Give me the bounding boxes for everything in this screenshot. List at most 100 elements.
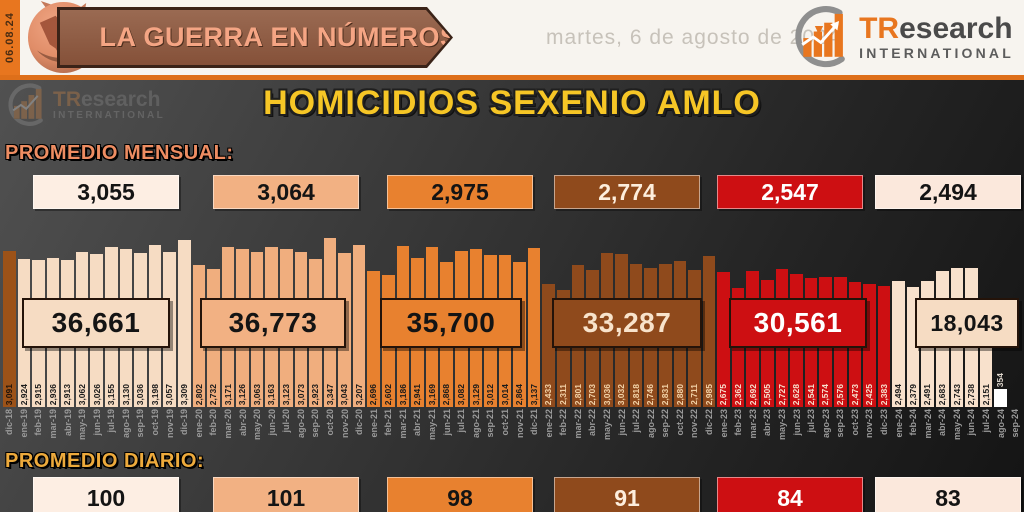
bar-value-feb-22: 2,311 — [558, 384, 568, 405]
month-tick-may-19: may-19 — [77, 409, 88, 441]
bar-dic-21: 3,137 — [527, 248, 541, 407]
bar-value-mar-20: 3,171 — [222, 383, 233, 405]
month-tick-ago-24: ago-24 — [995, 409, 1006, 439]
bar-value-nov-20: 3,043 — [339, 383, 350, 405]
month-tick-abr-20: abr-20 — [237, 409, 248, 437]
monthly-average-value-3: 2,975 — [387, 175, 533, 209]
monthly-average-value-6: 2,494 — [875, 175, 1021, 209]
bar-value-ene-24: 2,494 — [893, 383, 904, 405]
bar-value-oct-23: 2,473 — [849, 383, 860, 405]
bar-value-ene-20: 2,802 — [193, 383, 204, 405]
bar-value-ago-22: 2,746 — [645, 383, 656, 405]
bar-value-dic-22: 2,985 — [703, 383, 714, 405]
month-tick-oct-21: oct-21 — [499, 409, 510, 436]
daily-average-label: PROMEDIO DIARIO: — [5, 450, 205, 472]
bar-value-ago-20: 3,073 — [295, 383, 306, 405]
bar-ene-24: 2,494 — [892, 281, 905, 407]
month-tick-nov-21: nov-21 — [514, 409, 525, 439]
month-tick-dic-23: dic-23 — [878, 409, 889, 436]
daily-average-value-6: 83 — [875, 477, 1021, 512]
month-tick-ago-22: ago-22 — [645, 409, 656, 439]
month-tick-jun-19: jun-19 — [91, 409, 102, 436]
month-tick-jun-24: jun-24 — [966, 409, 977, 436]
month-tick-ene-23: ene-23 — [718, 409, 729, 438]
month-tick-jun-23: jun-23 — [791, 409, 802, 436]
month-tick-dic-18: dic-18 — [4, 409, 15, 436]
bar-value-nov-23: 2,425 — [864, 383, 875, 405]
bar-value-sep-23: 2,576 — [834, 383, 845, 405]
daily-average-value-4: 91 — [554, 477, 700, 512]
month-tick-dic-21: dic-21 — [529, 409, 540, 436]
month-tick-feb-22: feb-22 — [558, 409, 569, 436]
date-badge: 06.08.24 — [0, 0, 20, 75]
month-tick-abr-23: abr-23 — [762, 409, 773, 437]
period-total-2: 36,773 — [200, 298, 346, 348]
month-tick-ene-22: ene-22 — [543, 409, 554, 438]
bar-value-mar-22: 2,801 — [572, 383, 583, 405]
month-tick-abr-21: abr-21 — [412, 409, 423, 437]
bar-value-abr-22: 2,703 — [587, 383, 598, 405]
month-tick-jul-20: jul-20 — [281, 409, 292, 433]
report-date: martes, 6 de agosto de 2024 — [546, 26, 841, 49]
bar-value-feb-23: 2,362 — [732, 383, 743, 405]
month-tick-jul-24: jul-24 — [981, 409, 992, 433]
watermark-brand-name: TResearch — [53, 88, 161, 111]
month-tick-feb-23: feb-23 — [733, 409, 744, 436]
bar-value-mar-24: 2,491 — [922, 383, 933, 405]
month-tick-mar-22: mar-22 — [572, 409, 583, 439]
bar-value-nov-19: 3,057 — [164, 383, 175, 405]
bar-dic-19: 3,309 — [177, 240, 191, 407]
period-total-5: 30,561 — [729, 298, 867, 348]
daily-average-value-2: 101 — [213, 477, 359, 512]
monthly-average-label: PROMEDIO MENSUAL: — [5, 142, 234, 164]
bar-value-jul-22: 2,818 — [630, 383, 641, 405]
bar-value-jul-23: 2,541 — [805, 383, 816, 405]
month-tick-mar-20: mar-20 — [222, 409, 233, 439]
bar-chart-logo-icon — [8, 83, 43, 126]
month-tick-mar-21: mar-21 — [397, 409, 408, 439]
month-tick-nov-19: nov-19 — [164, 409, 175, 439]
bar-value-may-24: 2,743 — [951, 383, 962, 405]
bar-value-ago-24: 354 — [995, 372, 1006, 387]
month-tick-ene-20: ene-20 — [193, 409, 204, 438]
daily-average-value-5: 84 — [717, 477, 863, 512]
period-total-6: 18,043 — [915, 298, 1019, 348]
bar-value-ene-19: 2,924 — [18, 383, 29, 405]
month-tick-sep-24: sep-24 — [1010, 409, 1021, 438]
watermark-logo: TResearch INTERNATIONAL — [4, 82, 165, 128]
month-tick-nov-23: nov-23 — [864, 409, 875, 439]
banner-title: LA GUERRA EN NÚMEROS — [99, 22, 459, 52]
bar-value-ene-22: 2,433 — [543, 383, 554, 405]
month-tick-mar-24: mar-24 — [922, 409, 933, 439]
month-tick-abr-19: abr-19 — [62, 409, 73, 437]
month-tick-jun-22: jun-22 — [616, 409, 627, 436]
month-tick-dic-19: dic-19 — [179, 409, 190, 436]
bar-value-jun-23: 2,628 — [791, 383, 802, 405]
period-total-1: 36,661 — [22, 298, 170, 348]
monthly-average-value-2: 3,064 — [213, 175, 359, 209]
monthly-average-value-5: 2,547 — [717, 175, 863, 209]
bar-dic-23: 2,383 — [877, 286, 891, 407]
bar-value-oct-19: 3,198 — [149, 383, 160, 405]
bar-value-ene-21: 2,696 — [368, 383, 379, 405]
month-tick-feb-20: feb-20 — [208, 409, 219, 436]
bar-dic-20: 3,207 — [352, 245, 366, 407]
month-tick-jul-23: jul-23 — [806, 409, 817, 433]
bar-value-may-22: 3,036 — [601, 383, 612, 405]
watermark-brand-subtitle: INTERNATIONAL — [53, 110, 166, 121]
bar-value-abr-24: 2,683 — [937, 383, 948, 405]
bar-value-abr-23: 2,505 — [762, 383, 773, 405]
bar-value-nov-21: 2,864 — [514, 383, 525, 405]
month-tick-sep-23: sep-23 — [835, 409, 846, 438]
month-tick-ago-23: ago-23 — [820, 409, 831, 439]
bar-dic-22: 2,985 — [702, 256, 716, 407]
month-tick-abr-24: abr-24 — [937, 409, 948, 437]
month-axis: dic-18 ene-19 feb-19 mar-19 abr-19 may-19 jun-… — [0, 409, 1024, 451]
chart-panel: TResearch INTERNATIONAL HOMICIDIOS SEXEN… — [0, 80, 1024, 512]
bar-value-may-20: 3,063 — [251, 383, 262, 405]
bar-value-feb-21: 2,602 — [383, 383, 394, 405]
bar-value-jul-20: 3,123 — [281, 383, 292, 405]
bar-chart-logo-icon — [795, 6, 845, 68]
month-tick-jul-22: jul-22 — [631, 409, 642, 433]
